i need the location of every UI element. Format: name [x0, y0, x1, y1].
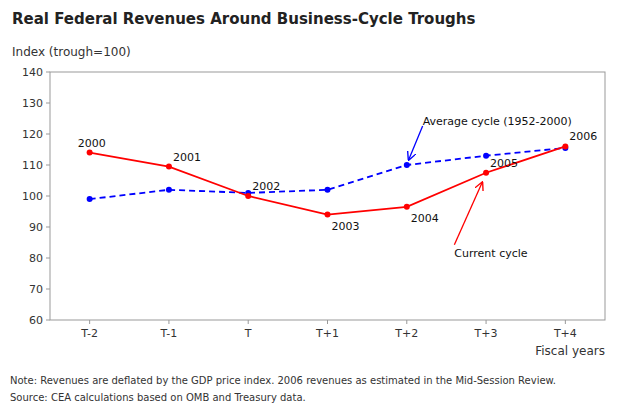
- x-tick-label: T+2: [394, 327, 418, 340]
- x-axis-label: Fiscal years: [535, 344, 605, 358]
- y-tick: [46, 289, 50, 290]
- chart: Real Federal Revenues Around Business-Cy…: [0, 0, 623, 418]
- title: Real Federal Revenues Around Business-Cy…: [12, 10, 476, 28]
- point: [325, 212, 331, 218]
- point-label: 2004: [411, 212, 439, 225]
- series-annotation: Current cycle: [454, 247, 527, 260]
- x-tick-label: T-1: [160, 327, 178, 340]
- point-label: 2006: [569, 130, 597, 143]
- point-label: 2002: [252, 180, 280, 193]
- point: [87, 150, 93, 156]
- y-tick-label: 130: [22, 97, 43, 110]
- series-annotation: Average cycle (1952-2000): [423, 115, 572, 128]
- x-tick: [89, 320, 90, 324]
- y-axis-label: Index (trough=100): [12, 45, 131, 59]
- y-tick-label: 110: [22, 159, 43, 172]
- point: [483, 170, 489, 176]
- x-tick: [248, 320, 249, 324]
- x-tick: [486, 320, 487, 324]
- y-tick-label: 70: [29, 283, 43, 296]
- point: [562, 143, 568, 149]
- annotation-arrow: [409, 126, 423, 160]
- x-tick: [406, 320, 407, 324]
- x-tick-label: T-2: [80, 327, 98, 340]
- point-label: 2000: [78, 137, 106, 150]
- y-tick-label: 140: [22, 66, 43, 79]
- y-tick-label: 120: [22, 128, 43, 141]
- x-tick: [327, 320, 328, 324]
- plot-frame: [50, 72, 605, 320]
- y-tick: [46, 196, 50, 197]
- point: [245, 193, 251, 199]
- note: Source: CEA calculations based on OMB an…: [10, 392, 306, 403]
- point-label: 2003: [332, 220, 360, 233]
- plot-area: [87, 143, 569, 217]
- point: [166, 164, 172, 170]
- annotation-arrow: [454, 182, 482, 244]
- y-tick: [46, 227, 50, 228]
- point-label: 2001: [173, 151, 201, 164]
- point-label: 2005: [490, 157, 518, 170]
- x-tick: [565, 320, 566, 324]
- y-tick: [46, 258, 50, 259]
- point: [404, 162, 410, 168]
- x-tick-label: T+4: [553, 327, 577, 340]
- x-tick-label: T+1: [315, 327, 339, 340]
- point: [325, 187, 331, 193]
- x-tick: [168, 320, 169, 324]
- x-tick-label: T+3: [474, 327, 498, 340]
- series-line: [90, 146, 566, 214]
- y-tick-label: 60: [29, 314, 43, 327]
- y-tick-label: 90: [29, 221, 43, 234]
- y-tick: [46, 72, 50, 73]
- point: [404, 204, 410, 210]
- point: [483, 153, 489, 159]
- x-tick-label: T: [244, 327, 252, 340]
- y-tick: [46, 103, 50, 104]
- y-tick: [46, 134, 50, 135]
- series-line: [90, 148, 566, 199]
- point: [87, 196, 93, 202]
- y-tick-label: 80: [29, 252, 43, 265]
- y-tick-label: 100: [22, 190, 43, 203]
- y-tick: [46, 320, 50, 321]
- note: Note: Revenues are deflated by the GDP p…: [10, 375, 556, 386]
- point: [166, 187, 172, 193]
- y-tick: [46, 165, 50, 166]
